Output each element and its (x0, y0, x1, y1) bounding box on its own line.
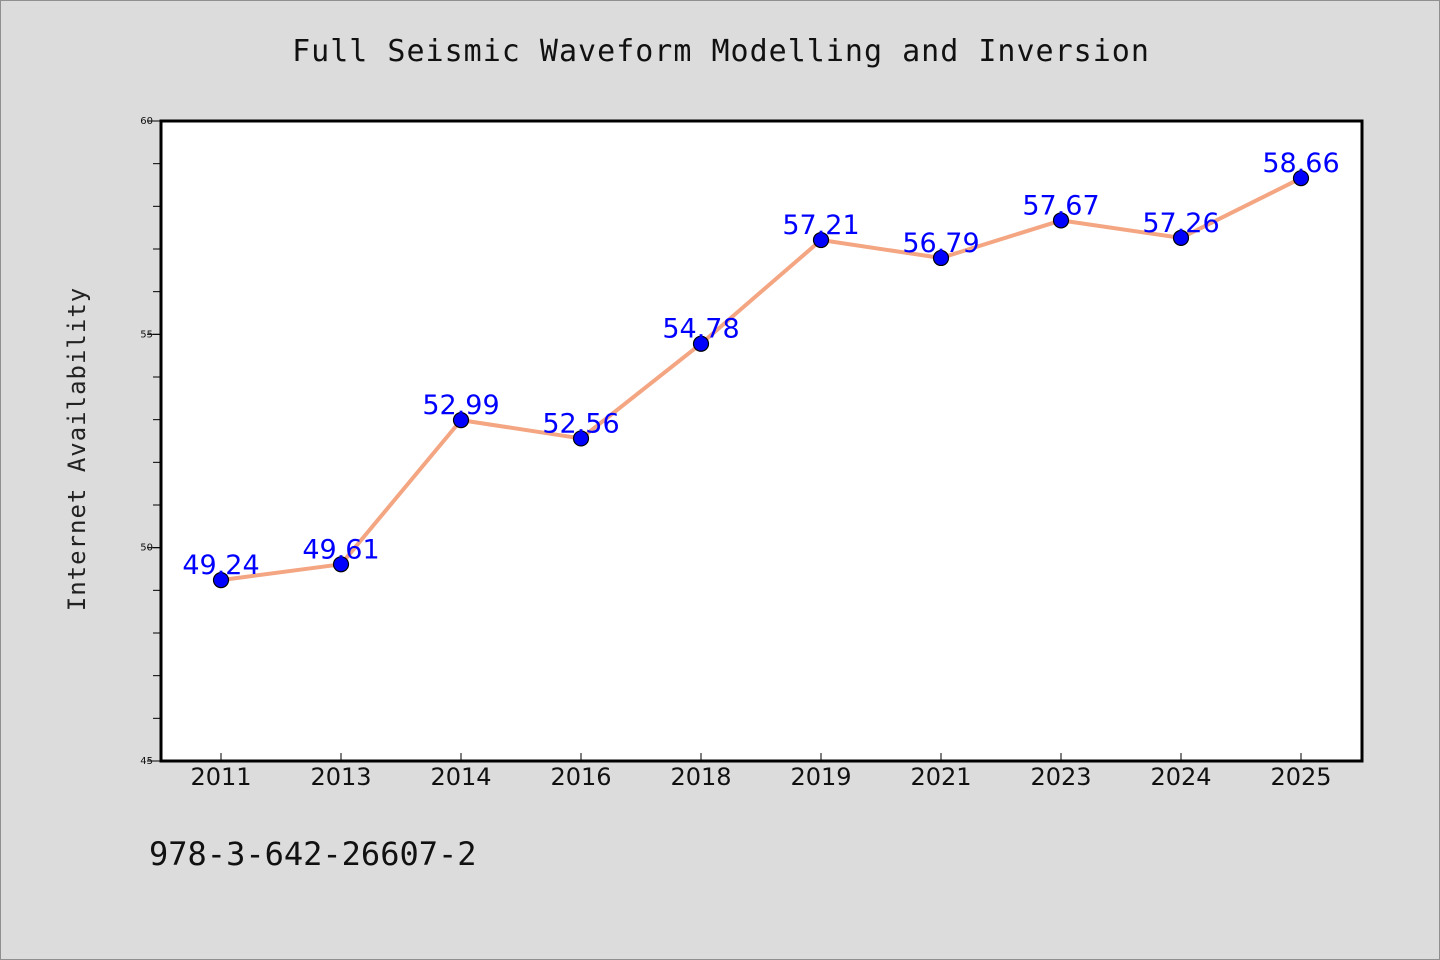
data-label: 49.61 (302, 534, 379, 565)
data-point (212, 571, 230, 589)
axis-ticks: 45 50 55 60 2011 2013 2014 2016 2018 2019 2021 2023… (140, 116, 1331, 791)
chart-title: Full Seismic Waveform Modelling and Inve… (292, 34, 1150, 69)
isbn-footer: 978-3-642-26607-2 (149, 835, 477, 873)
x-tick-label: 2021 (910, 763, 971, 791)
y-tick-label: 50 (140, 543, 153, 554)
data-label: 57.21 (782, 210, 859, 241)
data-label: 52.56 (542, 408, 619, 439)
x-tick-label: 2024 (1150, 763, 1211, 791)
data-point (692, 335, 710, 352)
x-tick-label: 2025 (1270, 763, 1331, 791)
data-label: 56.79 (902, 228, 979, 259)
data-point (452, 411, 470, 429)
data-point (1052, 212, 1070, 229)
data-label: 49.24 (182, 550, 259, 581)
plot-frame (159, 119, 1364, 763)
data-point (812, 231, 830, 249)
data-point (1292, 170, 1310, 187)
series-line-layer (219, 176, 1303, 583)
x-tick-label: 2011 (190, 763, 251, 791)
data-point (332, 556, 350, 573)
data-point (572, 430, 590, 447)
x-tick-label: 2018 (670, 763, 731, 791)
data-point (1172, 229, 1190, 247)
x-tick-label: 2019 (790, 763, 851, 791)
y-tick-label: 60 (140, 116, 153, 127)
data-label: 52.99 (422, 390, 499, 421)
plot-area (161, 121, 1362, 761)
data-label: 57.26 (1142, 208, 1219, 239)
y-tick-label: 45 (140, 756, 153, 767)
x-tick-label: 2014 (430, 763, 491, 791)
x-tick-label: 2013 (310, 763, 371, 791)
data-label: 58.66 (1262, 148, 1339, 179)
data-label-layer: 49.24 49.61 52.99 52.56 54.78 57.21 56.79 57.67… (182, 148, 1339, 581)
x-tick-label: 2023 (1030, 763, 1091, 791)
series-line (219, 176, 1303, 583)
data-point (932, 249, 950, 267)
data-label: 57.67 (1022, 190, 1099, 221)
x-tick-label: 2016 (550, 763, 611, 791)
data-label: 54.78 (662, 314, 739, 345)
series-marker-layer (212, 170, 1310, 589)
y-tick-label: 55 (140, 329, 153, 340)
